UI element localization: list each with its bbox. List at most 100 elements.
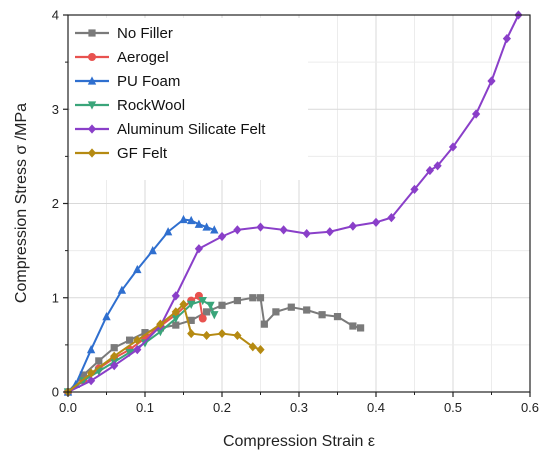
data-point [194,244,203,254]
data-point [102,312,111,321]
data-point [256,222,265,232]
data-point [256,344,265,355]
data-point [333,313,342,321]
series-2 [63,214,219,396]
legend-label: No Filler [117,25,173,42]
data-point [187,300,196,309]
data-point [325,227,334,237]
data-point [140,339,150,348]
data-point [133,344,142,355]
data-point [233,330,242,341]
x-tick-label: 0.2 [213,400,231,415]
series-5 [63,299,265,397]
axis-layer: 0.0 0.1 0.2 0.3 0.4 0.5 0.6 0 1 2 3 4 [52,8,539,416]
data-point [287,303,295,311]
legend-label: Aerogel [117,49,169,66]
data-point [206,301,215,310]
data-point [472,109,481,119]
legend-marker [88,53,96,61]
data-point [110,344,118,352]
data-point [387,213,396,223]
data-point [210,225,219,234]
x-tick-label: 0.3 [290,400,308,415]
legend-label: GF Felt [117,145,168,162]
data-point [156,328,165,337]
data-point [95,357,103,365]
legend-marker [87,76,97,85]
data-point [371,217,381,227]
data-point [233,296,241,305]
data-point [217,231,227,242]
data-point [318,311,326,319]
data-point [448,142,458,152]
x-tick-label: 0.6 [521,400,539,415]
data-point [79,377,88,386]
data-point [198,296,207,306]
data-point [171,291,180,301]
x-tick-label: 0.5 [444,400,462,415]
legend: No Filler Aerogel PU Foam RockWool Aluminum … [70,18,308,180]
data-point [117,285,127,294]
x-tick-label: 0.4 [367,400,385,415]
x-tick-label: 0.1 [136,400,154,415]
series-layer [63,10,523,397]
data-point [233,225,242,235]
data-point [110,351,119,361]
legend-marker [87,101,97,110]
data-point [217,328,227,339]
legend-marker [88,29,96,37]
data-point [303,306,311,314]
legend-item: No Filler [75,25,173,42]
data-point [141,329,149,337]
data-point [202,330,211,341]
legend-box [70,18,308,180]
data-point [125,348,134,358]
y-tick-label: 1 [52,290,59,305]
data-point [487,76,496,86]
data-point [198,314,207,323]
legend-item: GF Felt [75,145,168,162]
series-line [67,14,520,393]
data-point [302,229,311,239]
data-point [179,214,188,224]
data-point [256,294,265,302]
legend-label: Aluminum Silicate Felt [117,121,266,138]
legend-item: Aerogel [75,49,169,66]
data-point [502,33,511,44]
series-0 [64,294,365,396]
data-point [272,308,280,316]
data-point [171,314,180,324]
data-point [133,264,142,274]
data-point [248,342,257,352]
legend-item: PU Foam [75,73,180,90]
data-point [187,215,196,225]
data-point [187,328,196,339]
data-point [433,161,442,171]
data-point [187,316,195,324]
data-point [348,221,357,231]
y-tick-label: 2 [52,196,59,211]
data-point [210,311,219,320]
y-tick-label: 0 [52,385,59,400]
data-point [172,321,180,329]
data-point [194,219,204,228]
legend-label: PU Foam [117,73,180,90]
legend-marker [87,124,97,134]
data-point [87,376,96,386]
data-point [260,320,268,328]
data-point [133,335,142,345]
data-point [179,299,188,309]
data-point [171,307,180,317]
data-point [203,308,211,316]
data-point [156,319,165,329]
data-point [110,361,119,371]
legend-item: RockWool [75,97,185,114]
data-point [148,246,157,255]
legend-label: RockWool [117,97,185,114]
data-point [425,165,434,176]
series-line [67,296,361,393]
data-point [410,184,419,194]
y-axis-title: Compression Stress σ /MPa [13,103,30,303]
data-point [163,227,173,236]
